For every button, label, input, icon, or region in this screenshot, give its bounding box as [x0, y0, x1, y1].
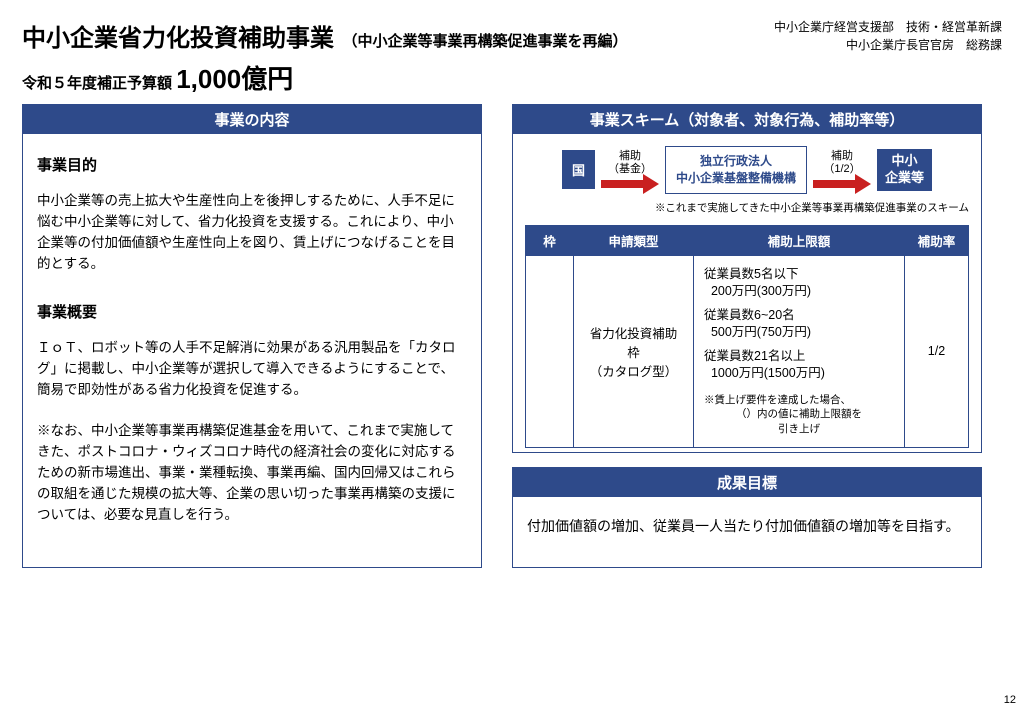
- title-block: 中小企業省力化投資補助事業 （中小企業等事業再構築促進事業を再編） 令和５年度補…: [22, 18, 774, 96]
- dept-line-2: 中小企業庁長官官房 総務課: [774, 36, 1002, 54]
- th-upper: 補助上限額: [694, 225, 905, 255]
- columns: 事業の内容 事業目的 中小企業等の売上拡大や生産性向上を後押しするために、人手不…: [22, 104, 1002, 568]
- purpose-text: 中小企業等の売上拡大や生産性向上を後押しするために、人手不足に悩む中小企業等に対…: [37, 191, 467, 275]
- purpose-head: 事業目的: [37, 154, 467, 177]
- arrow-2: 補助 （1/2）: [813, 150, 871, 190]
- arrow2-label: 補助 （1/2）: [823, 150, 860, 176]
- cell-waku: [526, 255, 574, 447]
- sub-title: （中小企業等事業再構築促進事業を再編）: [342, 33, 627, 50]
- dept-line-1: 中小企業庁経営支援部 技術・経営革新課: [774, 18, 1002, 36]
- flow-diagram: 国 補助 （基金） 独立行政法人 中小企業基盤整備機構: [525, 146, 969, 194]
- upper-row-2: 従業員数6~20名 500万円(750万円): [704, 307, 894, 342]
- page-number: 12: [1004, 694, 1016, 706]
- cell-upper: 従業員数5名以下 200万円(300万円) 従業員数6~20名 500万円(75…: [694, 255, 905, 447]
- outcome-bar: 成果目標: [513, 468, 981, 497]
- left-bar: 事業の内容: [23, 105, 481, 134]
- main-title: 中小企業省力化投資補助事業: [22, 25, 334, 52]
- arrow-icon: [813, 178, 871, 190]
- arrow1-label: 補助 （基金）: [608, 150, 652, 176]
- subsidy-table: 枠 申請類型 補助上限額 補助率 省力化投資補助枠 （カタログ型）: [525, 225, 969, 448]
- left-panel: 事業の内容 事業目的 中小企業等の売上拡大や生産性向上を後押しするために、人手不…: [22, 104, 482, 568]
- outcome-text: 付加価値額の増加、従業員一人当たり付加価値額の増加等を目指す。: [513, 497, 981, 567]
- overview-head: 事業概要: [37, 301, 467, 324]
- scheme-small-note: ※これまで実施してきた中小企業等事業再構築促進事業のスキーム: [525, 200, 969, 215]
- cell-rate: 1/2: [905, 255, 969, 447]
- arrow-icon: [601, 178, 659, 190]
- scheme-body: 国 補助 （基金） 独立行政法人 中小企業基盤整備機構: [513, 134, 981, 452]
- flow-nation: 国: [562, 150, 595, 189]
- dept-block: 中小企業庁経営支援部 技術・経営革新課 中小企業庁長官官房 総務課: [774, 18, 1002, 54]
- header: 中小企業省力化投資補助事業 （中小企業等事業再構築促進事業を再編） 令和５年度補…: [22, 18, 1002, 96]
- upper-row-1: 従業員数5名以下 200万円(300万円): [704, 266, 894, 301]
- budget-line: 令和５年度補正予算額 1,000億円: [22, 59, 774, 96]
- left-body: 事業目的 中小企業等の売上拡大や生産性向上を後押しするために、人手不足に悩む中小…: [23, 134, 481, 554]
- th-waku: 枠: [526, 225, 574, 255]
- flow-mid: 独立行政法人 中小企業基盤整備機構: [665, 146, 807, 194]
- scheme-box: 事業スキーム（対象者、対象行為、補助率等） 国 補助 （基金） 独立行政法人 中…: [512, 104, 982, 453]
- th-type: 申請類型: [574, 225, 694, 255]
- upper-row-3: 従業員数21名以上 1000万円(1500万円): [704, 348, 894, 383]
- overview-text: ＩｏＴ、ロボット等の人手不足解消に効果がある汎用製品を「カタログ」に掲載し、中小…: [37, 338, 467, 401]
- budget-prefix: 令和５年度補正予算額: [22, 75, 172, 92]
- arrow-1: 補助 （基金）: [601, 150, 659, 190]
- th-rate: 補助率: [905, 225, 969, 255]
- note-text: ※なお、中小企業等事業再構築促進基金を用いて、これまで実施してきた、ポストコロナ…: [37, 421, 467, 526]
- right-column: 事業スキーム（対象者、対象行為、補助率等） 国 補助 （基金） 独立行政法人 中…: [512, 104, 982, 568]
- scheme-bar: 事業スキーム（対象者、対象行為、補助率等）: [513, 105, 981, 134]
- flow-sme: 中小 企業等: [877, 149, 932, 191]
- outcome-box: 成果目標 付加価値額の増加、従業員一人当たり付加価値額の増加等を目指す。: [512, 467, 982, 568]
- cell-type: 省力化投資補助枠 （カタログ型）: [574, 255, 694, 447]
- budget-amount: 1,000億円: [176, 64, 293, 94]
- table-note: ※賃上げ要件を達成した場合、 （）内の値に補助上限額を 引き上げ: [704, 393, 894, 437]
